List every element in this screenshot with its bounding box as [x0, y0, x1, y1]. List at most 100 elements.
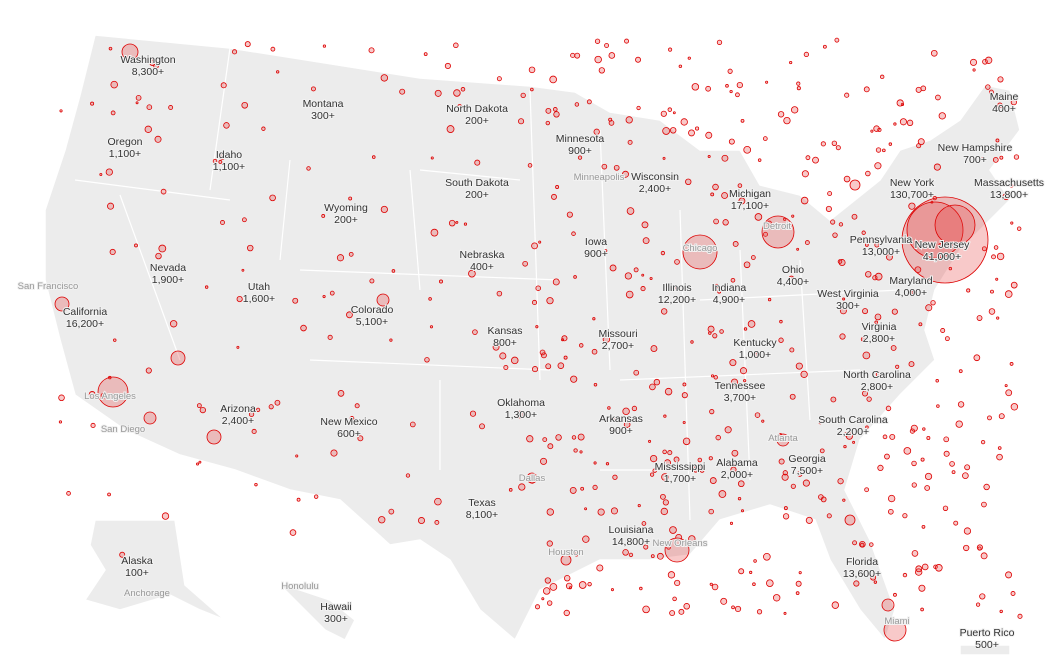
- dot: [717, 289, 722, 294]
- dot: [754, 213, 763, 221]
- dot: [718, 490, 727, 498]
- dot: [804, 240, 810, 246]
- dot: [196, 462, 200, 466]
- contiguous-us: [44, 34, 1021, 642]
- dot: [603, 332, 609, 338]
- dot: [924, 472, 933, 481]
- dot: [542, 437, 548, 443]
- dot: [852, 440, 856, 444]
- dot: [368, 47, 375, 54]
- dot: [545, 107, 552, 114]
- dot: [212, 158, 218, 164]
- dot: [295, 454, 299, 458]
- dot: [357, 435, 364, 442]
- state-count: 3,700+: [724, 392, 756, 404]
- dot: [622, 407, 630, 416]
- state-count: 900+: [568, 145, 592, 157]
- dot: [539, 349, 546, 356]
- dot: [948, 266, 953, 271]
- dot: [944, 336, 950, 342]
- dot: [241, 101, 249, 109]
- state-name: Illinois: [662, 282, 691, 294]
- dot: [699, 468, 705, 473]
- city-label: Houston: [548, 547, 583, 558]
- dot: [660, 250, 666, 256]
- dot: [254, 482, 258, 487]
- dot: [546, 600, 553, 606]
- dot: [835, 145, 841, 151]
- dot: [1010, 591, 1016, 596]
- dot: [981, 501, 987, 508]
- dot: [722, 219, 729, 226]
- dot: [973, 354, 981, 362]
- dot: [255, 407, 261, 413]
- state-name: Puerto Rico: [960, 627, 1015, 639]
- dot: [820, 141, 826, 147]
- dot: [134, 243, 138, 248]
- state-name: Nevada: [150, 262, 186, 274]
- dot: [597, 508, 605, 516]
- city-label: Miami: [884, 616, 909, 627]
- dot: [707, 325, 715, 333]
- dot: [675, 533, 683, 541]
- dot: [906, 119, 914, 127]
- dot: [628, 552, 634, 558]
- dot: [527, 163, 533, 168]
- dot: [573, 448, 578, 453]
- dot: [667, 107, 673, 112]
- dot: [732, 463, 737, 468]
- dot: [791, 106, 799, 114]
- dot: [547, 443, 554, 450]
- dot: [551, 193, 557, 200]
- dot: [453, 89, 461, 97]
- dot: [571, 435, 577, 440]
- dot: [602, 335, 611, 344]
- dot: [688, 535, 696, 543]
- dot: [409, 421, 416, 428]
- dot: [766, 220, 772, 226]
- dot: [292, 297, 299, 304]
- state-name: Utah: [248, 281, 270, 293]
- dot: [155, 252, 162, 260]
- dot: [653, 378, 661, 386]
- dot: [915, 565, 923, 573]
- dot: [796, 86, 801, 91]
- dot: [649, 454, 658, 463]
- dot: [863, 86, 870, 93]
- state-name: Nebraska: [460, 249, 505, 261]
- dot: [882, 434, 888, 440]
- bubble: [560, 554, 572, 566]
- dot: [985, 84, 991, 90]
- dot: [571, 231, 576, 236]
- dot: [888, 142, 893, 146]
- dot: [711, 583, 719, 591]
- dot: [538, 240, 542, 244]
- dot: [565, 582, 573, 590]
- dot: [642, 605, 650, 614]
- dot: [754, 352, 759, 358]
- state-count: 200+: [465, 189, 489, 201]
- dot: [637, 504, 641, 508]
- city-label: Dallas: [519, 473, 546, 484]
- dot: [862, 308, 869, 315]
- dot: [545, 120, 551, 126]
- state-name: West Virginia: [817, 288, 879, 300]
- dot: [564, 575, 571, 582]
- city-label: Detroit: [763, 221, 791, 232]
- dot: [996, 316, 1000, 320]
- dot: [963, 527, 972, 535]
- dot: [641, 521, 647, 526]
- state-count: 12,200+: [658, 294, 696, 306]
- state-count: 2,400+: [222, 415, 254, 427]
- dot: [737, 480, 745, 488]
- state-count: 7,500+: [791, 465, 823, 477]
- dot: [993, 245, 999, 250]
- dot: [890, 345, 897, 351]
- dot: [958, 369, 963, 374]
- dot: [107, 202, 115, 210]
- dot: [860, 336, 866, 342]
- dot: [232, 49, 238, 55]
- dot: [380, 205, 388, 214]
- dot: [380, 74, 389, 82]
- dot: [669, 526, 677, 534]
